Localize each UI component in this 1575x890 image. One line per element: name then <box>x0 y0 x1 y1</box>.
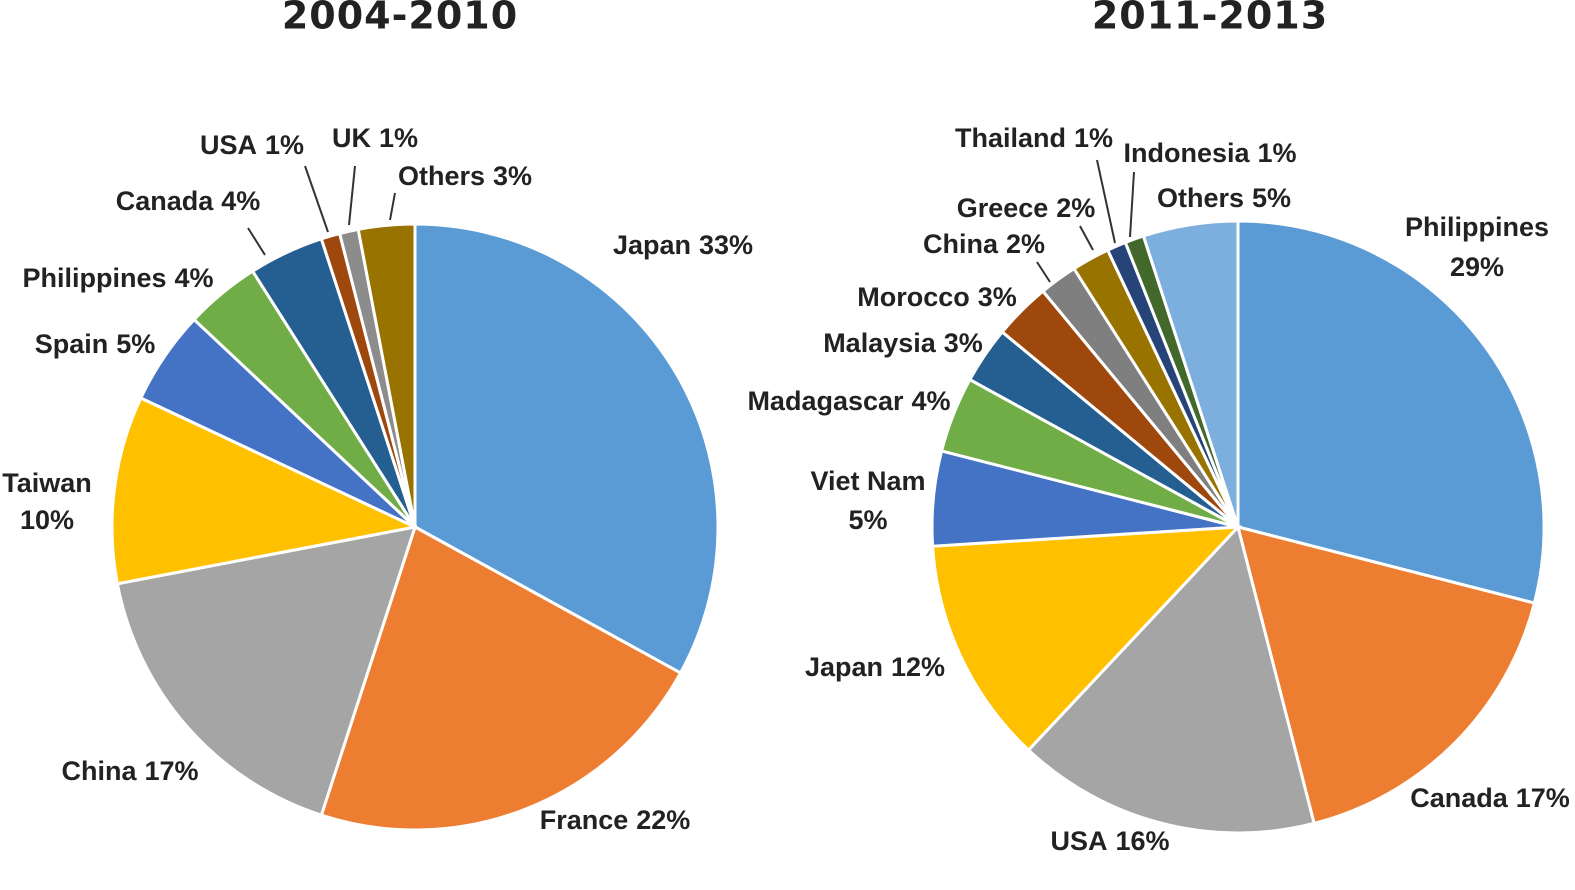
slice-label: Indonesia 1% <box>1123 138 1296 168</box>
slice-value: 2% <box>1056 193 1095 223</box>
slice-value: 3% <box>493 161 532 191</box>
leader-line <box>1096 159 1116 244</box>
slice-category: France <box>540 805 629 835</box>
slice-label: France 22% <box>540 805 691 835</box>
slice-value: 2% <box>1006 229 1045 259</box>
slice-category: China <box>923 229 999 259</box>
slice-category: Others <box>398 161 485 191</box>
slice-value: 4% <box>175 263 214 293</box>
pie-slice <box>1026 523 1316 835</box>
leader-line <box>348 165 356 226</box>
slice-category: Thailand <box>955 123 1066 153</box>
slice-category: Spain <box>35 329 109 359</box>
slice-label: Malaysia 3% <box>823 328 983 358</box>
slice-value: 1% <box>265 130 304 160</box>
slice-value: 22% <box>636 805 690 835</box>
slice-category: Indonesia <box>1123 138 1250 168</box>
slice-category: Morocco <box>857 282 970 312</box>
slice-category: UK <box>332 123 371 153</box>
slice-value: 17% <box>1516 783 1570 813</box>
slice-label: China 17% <box>61 756 198 786</box>
slice-value: 3% <box>944 328 983 358</box>
slice-category: Madagascar <box>747 386 904 416</box>
slice-label: Canada 4% <box>116 186 261 216</box>
slice-label: Viet Nam 5% <box>810 466 925 535</box>
slice-value: 4% <box>221 186 260 216</box>
slice-label: Madagascar 4% <box>747 386 950 416</box>
slice-value: 1% <box>379 123 418 153</box>
slice-value: 5% <box>1252 183 1291 213</box>
slice-value: 3% <box>978 282 1017 312</box>
slice-value: 4% <box>912 386 951 416</box>
slice-category: Philippines <box>1405 212 1549 242</box>
slice-category: USA <box>1050 826 1107 856</box>
leader-line <box>247 227 266 256</box>
slice-category: Malaysia <box>823 328 937 358</box>
slice-label: Morocco 3% <box>857 282 1017 312</box>
slice-label: Canada 17% <box>1410 783 1570 813</box>
pie-slice <box>110 395 420 586</box>
slice-label: Philippines 29% <box>1405 212 1549 282</box>
slice-category: Greece <box>957 193 1049 223</box>
pie-slice <box>319 524 683 832</box>
slice-label: Greece 2% <box>957 193 1096 223</box>
slice-value: 5% <box>848 505 887 535</box>
slice-category: Taiwan <box>2 468 92 498</box>
slice-category: Others <box>1157 183 1244 213</box>
slice-value: 1% <box>1074 123 1113 153</box>
slice-category: USA <box>200 130 257 160</box>
pie-slice <box>1235 524 1537 826</box>
pie-slice <box>1141 219 1240 528</box>
slice-label: China 2% <box>923 229 1045 259</box>
slice-value: 17% <box>144 756 198 786</box>
slice-category: Japan <box>805 652 883 682</box>
slice-label: Philippines 4% <box>22 263 213 293</box>
slice-value: 5% <box>116 329 155 359</box>
pie-slice <box>413 222 720 676</box>
slice-value: 33% <box>699 230 753 260</box>
chart-title: 2004-2010 <box>282 0 518 38</box>
leader-line <box>304 165 329 233</box>
slice-category: Canada <box>116 186 215 216</box>
slice-label: USA 16% <box>1050 826 1169 856</box>
slice-category: China <box>61 756 137 786</box>
slice-value: 10% <box>20 505 74 535</box>
leader-lines <box>247 159 1135 283</box>
pie-slice <box>115 525 418 818</box>
pie-slice <box>356 222 417 528</box>
slice-value: 12% <box>891 652 945 682</box>
slice-label: Others 3% <box>398 161 532 191</box>
chart-title: 2011-2013 <box>1092 0 1328 38</box>
slice-label: Spain 5% <box>35 329 156 359</box>
slice-label: Japan 12% <box>805 652 945 682</box>
leader-line <box>1129 171 1135 238</box>
slice-value: 16% <box>1115 826 1169 856</box>
slice-label: USA 1% <box>200 130 304 160</box>
leader-line <box>1079 225 1094 251</box>
leader-line <box>389 192 396 221</box>
pie-slice <box>931 525 1242 753</box>
slice-label: Others 5% <box>1157 183 1291 213</box>
slice-category: Japan <box>613 230 691 260</box>
slice-category: Viet Nam <box>810 466 925 496</box>
slice-value: 1% <box>1258 138 1297 168</box>
leader-line <box>1036 261 1051 283</box>
slice-label: Taiwan 10% <box>2 468 92 535</box>
slice-label: Thailand 1% <box>955 123 1113 153</box>
slice-value: 29% <box>1450 252 1504 282</box>
slice-category: Philippines <box>22 263 166 293</box>
slice-label: UK 1% <box>332 123 418 153</box>
pie-slice <box>1236 219 1546 605</box>
slice-category: Canada <box>1410 783 1509 813</box>
slice-label: Japan 33% <box>613 230 753 260</box>
